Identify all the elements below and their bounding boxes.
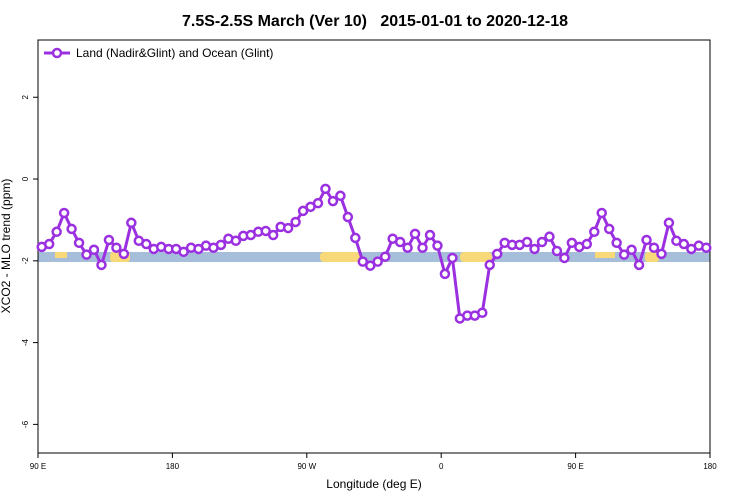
- point: [603, 223, 615, 235]
- point: [58, 207, 70, 219]
- ocean-strip: [38, 252, 710, 262]
- point: [327, 195, 339, 207]
- point: [379, 251, 391, 262]
- point: [66, 223, 77, 235]
- point: [529, 243, 540, 255]
- point: [335, 190, 346, 202]
- point: [96, 259, 107, 271]
- point: [260, 225, 271, 237]
- x-axis-label: Longitude (deg E): [326, 477, 421, 491]
- point: [215, 239, 227, 251]
- x-tick-label: 180: [166, 462, 180, 471]
- y-tick-label: -2: [21, 257, 30, 265]
- point: [544, 231, 555, 242]
- point: [626, 244, 637, 256]
- point: [491, 248, 503, 260]
- point: [126, 217, 137, 229]
- land-strip: [320, 252, 360, 262]
- point: [178, 246, 189, 258]
- x-tick-label: 0: [439, 462, 444, 471]
- point: [701, 242, 712, 253]
- point: [320, 183, 331, 195]
- land-strip: [55, 252, 67, 258]
- point: [439, 268, 451, 280]
- point: [111, 242, 122, 253]
- point: [73, 237, 85, 249]
- point: [432, 240, 443, 251]
- legend-label: Land (Nadir&Glint) and Ocean (Glint): [76, 46, 273, 60]
- point: [342, 211, 354, 223]
- x-tick-label: 180: [703, 462, 717, 471]
- point: [566, 237, 578, 249]
- point: [394, 236, 406, 248]
- point: [365, 260, 376, 271]
- point: [521, 236, 533, 248]
- point: [656, 248, 667, 260]
- point: [350, 232, 361, 244]
- point: [357, 256, 369, 267]
- point: [618, 249, 630, 260]
- y-tick-label: 0: [21, 176, 30, 181]
- point: [484, 259, 495, 271]
- point: [417, 242, 428, 253]
- land-strip: [460, 252, 492, 262]
- point: [581, 238, 593, 250]
- chart-title: 7.5S-2.5S March (Ver 10) 2015-01-01 to 2…: [182, 13, 568, 30]
- x-tick-label: 90 W: [297, 462, 316, 471]
- plot-frame: [37, 39, 711, 454]
- point: [43, 238, 55, 250]
- point: [536, 236, 548, 248]
- point: [424, 229, 436, 241]
- y-tick-label: -6: [21, 420, 30, 428]
- point: [663, 217, 675, 229]
- point: [282, 222, 294, 234]
- point: [409, 228, 421, 240]
- point: [312, 197, 324, 209]
- point: [551, 245, 563, 257]
- land-ocean-strip: [38, 252, 710, 262]
- point: [118, 248, 130, 260]
- point: [596, 207, 607, 219]
- point: [88, 244, 100, 256]
- point: [611, 237, 622, 249]
- point: [589, 226, 600, 238]
- point: [51, 226, 62, 238]
- point: [477, 307, 488, 318]
- point: [103, 234, 115, 246]
- point: [290, 216, 301, 228]
- point: [402, 242, 413, 253]
- point: [267, 229, 279, 241]
- point: [230, 235, 242, 247]
- y-tick-label: 2: [21, 94, 30, 99]
- y-axis-label: XCO2 - MLO trend (ppm): [0, 179, 13, 314]
- y-tick-label: -4: [21, 338, 30, 346]
- point: [678, 238, 690, 250]
- point: [648, 242, 660, 253]
- point: [297, 205, 309, 217]
- point: [141, 238, 152, 250]
- point: [372, 256, 383, 267]
- land-strip: [645, 252, 659, 262]
- point: [81, 249, 92, 260]
- point: [559, 252, 570, 264]
- x-tick-label: 90 E: [30, 462, 46, 471]
- point: [447, 252, 458, 264]
- point: [633, 259, 645, 271]
- point: [641, 234, 652, 246]
- legend-marker: [51, 47, 63, 59]
- x-tick-label: 90 E: [567, 462, 583, 471]
- land-strip: [595, 252, 615, 258]
